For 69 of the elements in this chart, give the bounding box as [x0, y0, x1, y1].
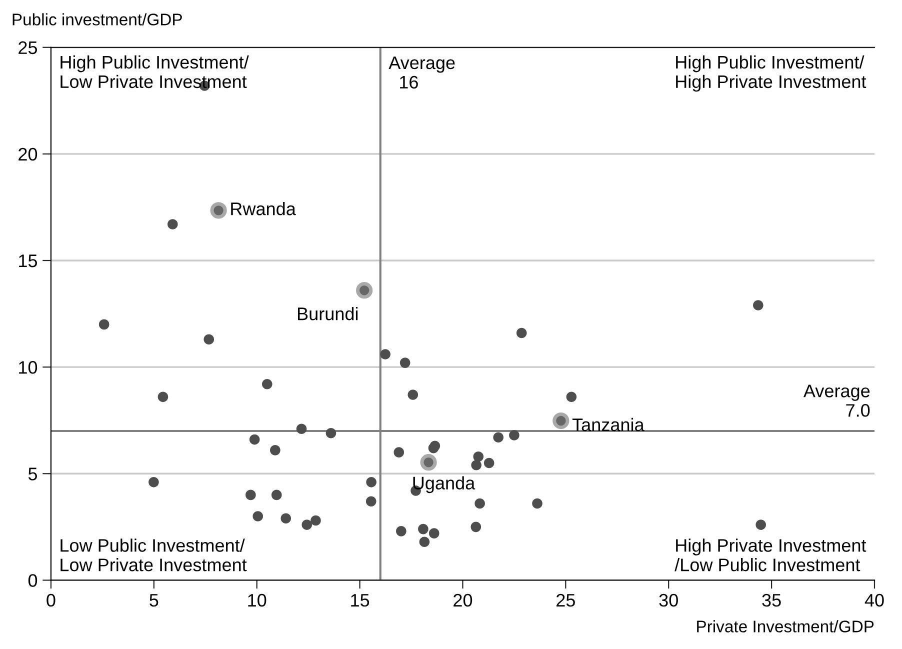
- point: [271, 490, 282, 500]
- point: [270, 445, 280, 456]
- point: [394, 447, 404, 458]
- annotation: Uganda: [413, 476, 476, 494]
- y-tick-label: 25: [18, 41, 38, 54]
- point: [296, 424, 307, 434]
- y-tick-label: 10: [19, 361, 38, 374]
- ref-line-label: Average 16: [388, 56, 455, 89]
- y-tick-label: 5: [28, 468, 38, 480]
- point: [204, 334, 214, 345]
- annotation: Burundi: [298, 307, 358, 320]
- x-axis-title: Private Investment/GDP: [697, 620, 874, 632]
- point: [473, 451, 484, 462]
- point: [400, 358, 410, 368]
- annotation: Low Public Investment/ Low Private Investment: [60, 538, 247, 572]
- annotation: High Public Investment/ High Private Investment: [676, 55, 866, 92]
- point: [493, 432, 504, 443]
- point: [262, 378, 272, 390]
- point: [470, 522, 482, 532]
- x-tick-label: 35: [762, 594, 781, 607]
- point: [552, 412, 570, 430]
- point: [280, 513, 292, 524]
- x-tick-label: 0: [46, 594, 56, 607]
- y-axis-title: Public investment/GDP: [12, 13, 182, 26]
- x-tick-label: 15: [351, 594, 370, 607]
- point: [326, 428, 336, 438]
- point: [167, 219, 178, 230]
- point: [419, 536, 430, 547]
- point: [158, 392, 168, 402]
- point: [249, 434, 260, 445]
- point: [210, 202, 227, 219]
- point: [532, 498, 542, 509]
- point: [380, 349, 390, 360]
- x-tick-label: 20: [454, 594, 472, 607]
- point: [484, 458, 494, 468]
- point: [516, 328, 527, 338]
- x-tick-label: 10: [248, 594, 266, 607]
- x-tick-label: 5: [150, 594, 158, 607]
- annotation: High Public Investment/ Low Private Investment: [60, 55, 249, 88]
- point: [396, 526, 406, 536]
- point: [252, 511, 264, 522]
- y-tick-label: 15: [19, 254, 38, 268]
- point: [753, 300, 764, 310]
- y-tick-label: 0: [28, 574, 38, 587]
- point: [418, 524, 428, 534]
- annotation: High Private Investment /Low Public Investment: [674, 538, 866, 572]
- annotation: Tanzania: [572, 418, 644, 432]
- ref-line-label: Average 7.0: [803, 384, 870, 417]
- point: [420, 454, 437, 471]
- point: [310, 515, 321, 526]
- point: [356, 282, 373, 299]
- y-tick-label: 20: [18, 148, 38, 161]
- point: [428, 528, 440, 538]
- point: [366, 496, 376, 506]
- point: [474, 498, 485, 509]
- point: [246, 490, 256, 500]
- point: [471, 460, 482, 470]
- annotation: Rwanda: [231, 202, 296, 216]
- point: [509, 430, 520, 440]
- point: [98, 319, 110, 330]
- point: [148, 477, 159, 488]
- point: [566, 392, 577, 402]
- point: [408, 390, 418, 400]
- point: [302, 520, 312, 530]
- x-tick-label: 25: [556, 594, 575, 607]
- x-tick-label: 40: [864, 594, 884, 607]
- point: [756, 520, 766, 530]
- x-tick-label: 30: [659, 594, 678, 607]
- point: [366, 477, 376, 488]
